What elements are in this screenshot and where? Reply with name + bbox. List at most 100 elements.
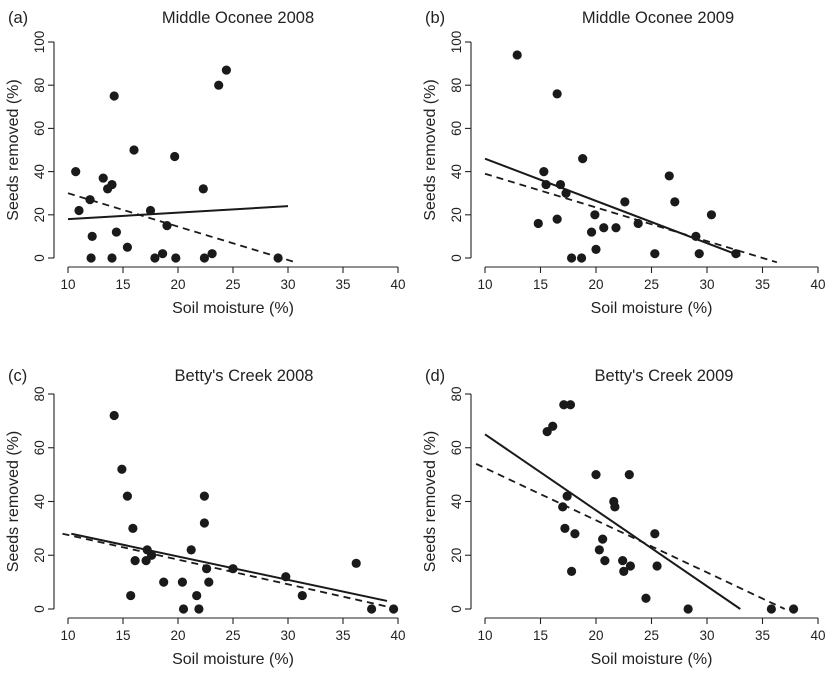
- x-tick-label: 10: [60, 277, 75, 292]
- data-point: [552, 89, 562, 99]
- solid-regression-line: [67, 205, 289, 221]
- data-point: [109, 410, 119, 421]
- x-tick-label: 15: [533, 277, 548, 292]
- data-point: [98, 173, 108, 183]
- data-point: [162, 221, 172, 231]
- data-point: [591, 470, 601, 480]
- data-point: [576, 253, 587, 263]
- data-point: [641, 593, 651, 603]
- data-point: [598, 534, 608, 544]
- y-tick-label: 0: [32, 605, 47, 613]
- x-tick-label: 20: [588, 628, 603, 643]
- data-point: [610, 502, 620, 512]
- x-tick-label: 40: [810, 277, 825, 292]
- y-tick-label: 20: [449, 548, 464, 563]
- data-point: [548, 421, 558, 431]
- y-tick-label: 40: [32, 494, 47, 509]
- x-tick-label: 25: [225, 277, 240, 292]
- solid-regression-line: [484, 433, 741, 610]
- data-point: [228, 564, 238, 574]
- data-point: [620, 197, 630, 207]
- x-tick-label: 30: [280, 277, 295, 292]
- data-point: [599, 223, 609, 233]
- data-point: [683, 604, 693, 614]
- y-axis-label: Seeds removed (%): [422, 79, 439, 220]
- y-tick-label: 80: [449, 78, 464, 93]
- panel-letter: (a): [8, 9, 28, 27]
- y-tick-label: 20: [449, 207, 464, 222]
- data-point: [691, 231, 701, 241]
- data-point: [150, 253, 160, 263]
- data-point: [122, 242, 132, 252]
- data-point: [590, 210, 600, 220]
- y-tick-label: 60: [32, 121, 47, 136]
- x-tick-label: 25: [225, 628, 240, 643]
- data-point: [207, 249, 217, 259]
- data-point: [562, 491, 572, 501]
- data-point: [126, 590, 136, 601]
- data-point: [594, 545, 604, 555]
- x-tick-label: 40: [810, 628, 825, 643]
- data-point: [664, 171, 674, 181]
- x-tick-label: 10: [477, 628, 492, 643]
- x-tick-label: 35: [755, 628, 770, 643]
- y-tick-label: 80: [32, 78, 47, 93]
- y-tick-label: 40: [449, 164, 464, 179]
- dashed-regression-line: [484, 172, 778, 264]
- data-point: [186, 545, 196, 555]
- y-tick-label: 80: [449, 386, 464, 401]
- x-tick-label: 10: [60, 628, 75, 643]
- chart-title: Betty's Creek 2009: [595, 367, 734, 385]
- solid-regression-line: [484, 157, 741, 257]
- data-point: [541, 179, 551, 190]
- chart-title: Betty's Creek 2008: [175, 367, 314, 385]
- data-point: [177, 577, 187, 587]
- data-point: [670, 197, 680, 207]
- y-tick-label: 0: [449, 254, 464, 262]
- data-point: [221, 65, 231, 75]
- x-tick-label: 20: [588, 277, 603, 292]
- data-point: [539, 167, 549, 177]
- data-point: [74, 205, 84, 216]
- data-point: [199, 491, 209, 501]
- y-tick-label: 80: [32, 386, 47, 401]
- data-point: [619, 566, 629, 576]
- data-point: [202, 564, 212, 574]
- data-point: [611, 223, 621, 233]
- data-point: [87, 231, 97, 241]
- data-point: [107, 253, 117, 263]
- x-tick-label: 15: [115, 628, 130, 643]
- data-point: [281, 572, 291, 582]
- x-tick-label: 35: [755, 277, 770, 292]
- data-point: [107, 179, 117, 190]
- data-point: [566, 566, 577, 576]
- y-tick-label: 20: [32, 207, 47, 222]
- data-point: [214, 80, 224, 90]
- data-point: [389, 604, 399, 614]
- chart-panel: (c) Betty's Creek 2008 10 15 20 25 30 35 40 0 20 40…: [5, 367, 406, 668]
- data-point: [147, 550, 157, 560]
- data-point: [533, 218, 543, 229]
- data-point: [586, 227, 597, 237]
- data-point: [633, 218, 643, 229]
- data-point: [625, 561, 636, 571]
- data-point: [570, 529, 580, 539]
- data-point: [367, 604, 377, 614]
- data-point: [178, 604, 189, 614]
- data-point: [117, 464, 127, 474]
- x-tick-label: 35: [335, 628, 350, 643]
- data-point: [561, 188, 571, 198]
- chart-title: Middle Oconee 2009: [582, 9, 734, 27]
- x-tick-label: 30: [280, 628, 295, 643]
- panel-letter: (b): [425, 9, 445, 27]
- x-axis-label: Soil moisture (%): [172, 300, 294, 317]
- data-point: [86, 253, 96, 263]
- data-point: [618, 556, 628, 566]
- data-point: [650, 529, 660, 539]
- x-tick-label: 10: [477, 277, 492, 292]
- data-point: [171, 253, 181, 263]
- data-point: [130, 556, 140, 566]
- chart-panel: (d) Betty's Creek 2009 10 15 20 25 30 35 40 0 20 40…: [422, 367, 826, 668]
- data-point: [85, 195, 95, 205]
- y-axis-label: Seeds removed (%): [5, 79, 22, 220]
